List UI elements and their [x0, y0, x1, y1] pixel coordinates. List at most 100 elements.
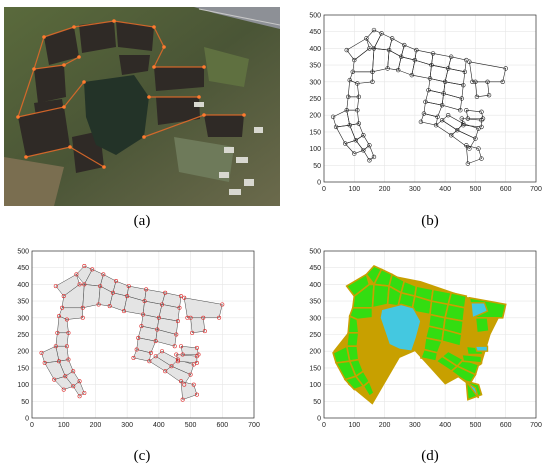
vertex-marker — [163, 290, 168, 295]
vertex-marker — [53, 284, 58, 289]
y-tick-label: 300 — [309, 315, 321, 322]
vertex-marker — [412, 57, 418, 63]
vertex-marker — [71, 369, 76, 374]
vertex-marker — [350, 69, 355, 74]
vertex-marker — [147, 359, 152, 364]
y-tick-label: 150 — [309, 365, 321, 372]
vertex-marker — [439, 102, 445, 108]
plot-d: 0 100 200 300 400 500 600 700 0 50 100 150 200 250 300… — [298, 243, 548, 448]
panel-b-label: (b) — [421, 213, 439, 229]
y-tick-label: 450 — [309, 29, 321, 36]
vertex-marker — [465, 161, 471, 166]
vertex-marker — [486, 92, 492, 98]
panel-a-label: (a) — [133, 213, 151, 229]
vertex-marker — [395, 67, 401, 73]
x-tick-label: 100 — [348, 422, 360, 429]
vertex-marker — [371, 46, 377, 51]
x-tick-label: 400 — [439, 422, 451, 429]
field-block — [428, 78, 446, 94]
x-tick-label: 400 — [439, 186, 451, 193]
field-block — [363, 144, 375, 161]
vertex-marker — [148, 350, 153, 355]
vertex-marker — [182, 295, 187, 300]
vertex-marker — [367, 143, 372, 148]
field-block — [53, 376, 74, 390]
vertex-marker — [364, 36, 369, 41]
vertex-marker — [479, 124, 484, 130]
field-block — [180, 345, 199, 355]
vertex-marker — [470, 79, 475, 85]
field-block — [164, 365, 191, 385]
y-tick-label: 0 — [317, 180, 321, 187]
vertex-marker — [141, 312, 146, 317]
axis-box — [323, 14, 537, 183]
vertex-marker — [217, 315, 222, 320]
vertex-marker — [175, 319, 180, 324]
field-block — [373, 33, 393, 51]
vertex-marker — [194, 360, 199, 365]
vertex-marker — [64, 317, 69, 322]
vertex-marker — [379, 31, 384, 36]
vertex-marker — [352, 57, 357, 63]
vertex-marker — [474, 94, 480, 100]
vertex-marker — [125, 294, 130, 299]
vertex-marker — [355, 81, 360, 86]
vertex-marker — [66, 330, 71, 335]
field-block — [183, 297, 223, 319]
field-block — [475, 81, 490, 98]
y-tick-label: 350 — [309, 63, 321, 70]
vertex-marker — [467, 146, 472, 151]
vertex-marker — [353, 138, 358, 143]
vertex-marker — [110, 290, 115, 295]
plot-c: 0 100 200 300 400 500 600 700 0 50 100 150 200 250 300… — [6, 243, 268, 448]
vertex-marker — [136, 335, 141, 340]
vertex-marker — [160, 349, 165, 354]
vertex-marker — [172, 344, 177, 349]
vertex-marker — [462, 69, 468, 74]
field-block — [371, 283, 390, 309]
field-block — [41, 345, 60, 364]
vertex-marker — [220, 302, 225, 307]
vertex-marker — [77, 379, 82, 384]
panel-d-label: (d) — [421, 448, 439, 464]
vertex-marker — [479, 156, 484, 161]
vertex-marker — [503, 66, 508, 71]
field-block — [447, 56, 467, 73]
y-tick-label: 100 — [309, 146, 321, 153]
vertex-marker — [160, 302, 165, 307]
y-tick-label: 250 — [17, 332, 29, 339]
vertex-marker — [139, 324, 144, 329]
y-tick-label: 400 — [17, 282, 29, 289]
x-tick-label: 0 — [322, 186, 326, 193]
field-block — [347, 314, 360, 334]
plot-b-svg: 0 100 200 300 400 500 600 700 0 50 100 150 200 250 300… — [309, 13, 542, 194]
vertex-marker — [156, 315, 161, 320]
vertex-marker — [361, 133, 366, 138]
y-tick-label: 500 — [17, 249, 29, 256]
vertex-marker — [473, 136, 478, 141]
vertex-marker — [142, 299, 147, 304]
vertex-marker — [63, 374, 68, 379]
vertex-marker — [442, 79, 448, 85]
vertex-marker — [386, 47, 392, 53]
vertex-marker — [64, 344, 69, 349]
vertex-marker — [188, 315, 193, 320]
x-tick-label: 600 — [500, 422, 512, 429]
vertex-marker — [134, 347, 139, 352]
vertex-marker — [361, 148, 366, 153]
vertex-marker — [144, 287, 149, 292]
field-block — [461, 118, 482, 128]
vertex-marker — [194, 354, 199, 359]
vertex-marker — [464, 143, 469, 148]
vertex-marker — [174, 352, 179, 357]
field-block — [72, 380, 85, 397]
vertex-marker — [427, 76, 433, 81]
x-tick-label: 600 — [216, 422, 228, 429]
vertex-marker — [107, 304, 112, 309]
plot-c-svg: 0 100 200 300 400 500 600 700 0 50 100 150 200 250 300… — [17, 249, 260, 430]
vertex-marker — [355, 107, 360, 113]
vertex-marker — [153, 354, 158, 359]
y-tick-label: 500 — [309, 249, 321, 256]
x-tick-label: 300 — [121, 422, 133, 429]
field-block — [372, 48, 390, 73]
